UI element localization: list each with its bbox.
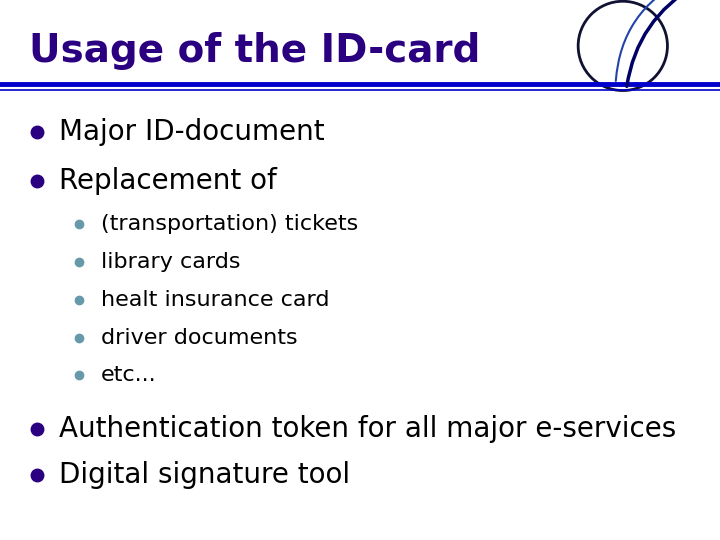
Text: Digital signature tool: Digital signature tool [59, 461, 350, 489]
Text: library cards: library cards [101, 252, 240, 272]
Text: etc...: etc... [101, 365, 156, 386]
Text: Replacement of: Replacement of [59, 167, 276, 195]
Text: Authentication token for all major e-services: Authentication token for all major e-ser… [59, 415, 676, 443]
Text: driver documents: driver documents [101, 327, 297, 348]
Text: (transportation) tickets: (transportation) tickets [101, 214, 358, 234]
Text: healt insurance card: healt insurance card [101, 289, 329, 310]
Text: Major ID-document: Major ID-document [59, 118, 325, 146]
Text: Usage of the ID-card: Usage of the ID-card [29, 32, 480, 70]
